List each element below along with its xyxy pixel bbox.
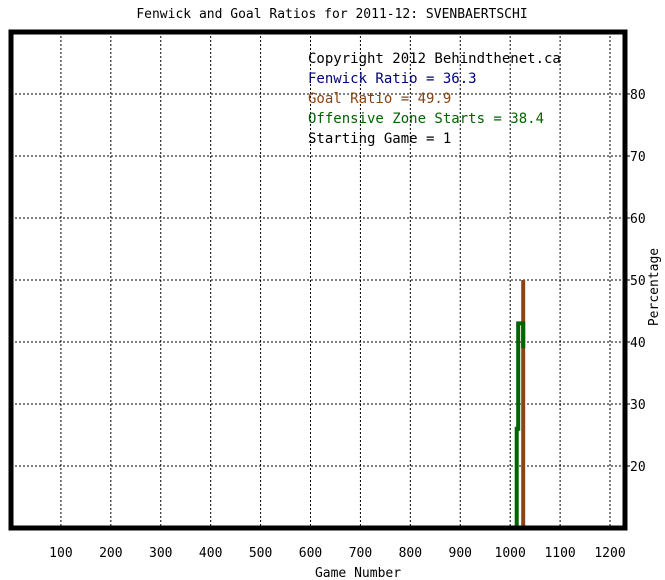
x-tick-labels: 100 200 300 400 500 600 700 800 900 1000 1100 1200 [49,546,626,561]
y-tick-label: 20 [630,460,646,475]
y-tick-labels: 20 30 40 50 60 70 80 [630,88,646,475]
y-axis-label: Percentage [647,248,662,326]
x-axis-label: Game Number [315,566,401,580]
y-tick-label: 70 [630,150,646,165]
y-tick-label: 40 [630,336,646,351]
chart-title: Fenwick and Goal Ratios for 2011-12: SVE… [136,7,527,22]
legend-entry: Copyright 2012 Behindthenet.ca [308,51,561,67]
legend-entry: Offensive Zone Starts = 38.4 [308,111,544,127]
y-tick-label: 50 [630,274,646,289]
legend: Copyright 2012 Behindthenet.ca Fenwick Ra… [308,51,561,147]
x-tick-label: 200 [99,546,122,561]
x-tick-label: 600 [299,546,322,561]
legend-entry: Goal Ratio = 49.9 [308,91,451,107]
x-tick-label: 1100 [544,546,575,561]
x-tick-label: 300 [149,546,172,561]
x-tick-label: 1000 [495,546,526,561]
x-tick-label: 500 [249,546,272,561]
plot-frame [8,29,628,531]
y-tick-label: 30 [630,398,646,413]
legend-entry: Starting Game = 1 [308,131,451,147]
y-tick-label: 60 [630,212,646,227]
x-tick-label: 400 [199,546,222,561]
grid [11,32,630,528]
x-tick-label: 100 [49,546,72,561]
x-tick-label: 1200 [594,546,625,561]
x-tick-label: 700 [349,546,372,561]
series-layer [514,280,526,528]
y-tick-label: 80 [630,88,646,103]
legend-entry: Fenwick Ratio = 36.3 [308,71,477,87]
x-tick-label: 900 [449,546,472,561]
x-tick-label: 800 [399,546,422,561]
series-line-2 [514,321,526,528]
